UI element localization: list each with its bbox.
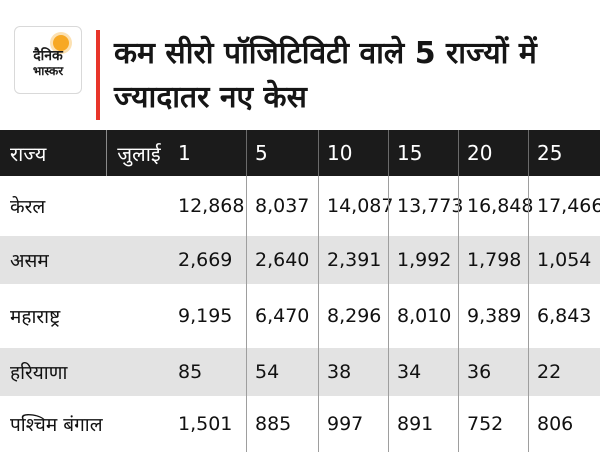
column-header-20: 20 <box>458 130 528 176</box>
table-cell: 85 <box>178 361 203 383</box>
table-cell: 752 <box>458 396 528 452</box>
table-cell: 2,640 <box>246 236 318 284</box>
table-cell: 12,868 <box>178 195 245 217</box>
cases-table: राज्य जुलाई 1 5 10 15 20 25 केरल 12,868 … <box>0 130 600 452</box>
table-cell: 806 <box>528 396 600 452</box>
dainik-bhaskar-logo[interactable]: दैनिक भास्कर <box>14 26 82 94</box>
table-cell: 16,848 <box>458 176 533 236</box>
logo-line-2: भास्कर <box>32 64 64 78</box>
column-header-25: 25 <box>528 130 600 176</box>
table-cell: 36 <box>458 348 528 396</box>
column-header-10: 10 <box>318 130 388 176</box>
table-cell: 1,501 <box>178 413 233 435</box>
table-cell: 9,389 <box>458 284 528 348</box>
table-row: महाराष्ट्र 9,195 6,470 8,296 8,010 9,389… <box>0 284 600 348</box>
table-cell: 14,087 <box>318 176 393 236</box>
table-cell: 2,669 <box>178 249 233 271</box>
table-row: पश्चिम बंगाल 1,501 885 997 891 752 806 <box>0 396 600 452</box>
state-name: केरल <box>10 196 46 218</box>
table-cell: 8,296 <box>318 284 388 348</box>
table-cell: 6,470 <box>246 284 318 348</box>
table-cell: 997 <box>318 396 388 452</box>
table-cell: 17,466 <box>528 176 600 236</box>
title-accent-bar <box>96 30 100 120</box>
header: दैनिक भास्कर कम सीरो पॉजिटिविटी वाले 5 र… <box>0 0 600 130</box>
table-cell: 22 <box>528 348 600 396</box>
state-name: असम <box>10 250 49 272</box>
table-cell: 13,773 <box>388 176 463 236</box>
table-cell: 2,391 <box>318 236 388 284</box>
table-cell: 8,010 <box>388 284 458 348</box>
table-cell: 1,054 <box>528 236 600 284</box>
table-cell: 9,195 <box>178 305 233 327</box>
table-row: असम 2,669 2,640 2,391 1,992 1,798 1,054 <box>0 236 600 284</box>
table-cell: 34 <box>388 348 458 396</box>
state-name: हरियाणा <box>10 362 68 384</box>
table-cell: 1,992 <box>388 236 458 284</box>
logo-line-1: दैनिक <box>33 48 63 64</box>
table-cell: 54 <box>246 348 318 396</box>
column-header-5: 5 <box>246 130 318 176</box>
month-label: जुलाई <box>106 130 171 176</box>
table-cell: 6,843 <box>528 284 600 348</box>
table-cell: 885 <box>246 396 318 452</box>
table-cell: 891 <box>388 396 458 452</box>
state-column-header: राज्य <box>10 141 47 166</box>
column-header-1: 1 <box>178 141 191 165</box>
sun-icon <box>53 35 69 51</box>
table-row: हरियाणा 85 54 38 34 36 22 <box>0 348 600 396</box>
table-cell: 8,037 <box>246 176 318 236</box>
page-title: कम सीरो पॉजिटिविटी वाले 5 राज्यों में ज्… <box>114 36 537 115</box>
table-row: केरल 12,868 8,037 14,087 13,773 16,848 1… <box>0 176 600 236</box>
state-name: पश्चिम बंगाल <box>10 414 103 436</box>
column-header-15: 15 <box>388 130 458 176</box>
table-header-row: राज्य जुलाई 1 5 10 15 20 25 <box>0 130 600 176</box>
table-cell: 1,798 <box>458 236 528 284</box>
state-name: महाराष्ट्र <box>10 306 61 328</box>
table-cell: 38 <box>318 348 388 396</box>
